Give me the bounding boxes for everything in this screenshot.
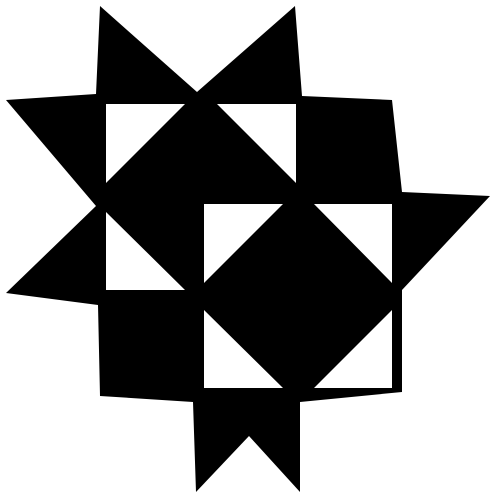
star-quilt-outline <box>6 6 490 492</box>
star-quilt-shape <box>6 6 490 492</box>
